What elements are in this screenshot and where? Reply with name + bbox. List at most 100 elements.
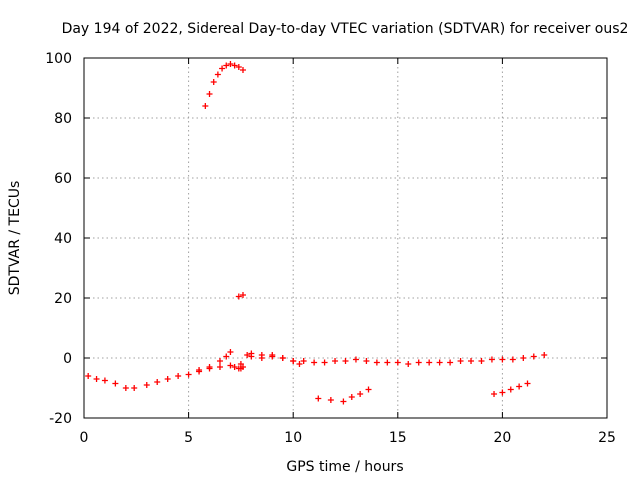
series-scatter-segment — [248, 350, 303, 367]
data-point — [516, 383, 523, 390]
data-point — [196, 367, 203, 373]
data-point — [340, 398, 347, 405]
data-point — [216, 358, 223, 364]
series-lower-segment-2 — [491, 380, 531, 397]
data-point — [315, 395, 322, 402]
x-tick-label: 15 — [389, 430, 407, 446]
data-point — [206, 364, 213, 370]
data-point — [321, 359, 328, 366]
y-tick-labels: -20 0 20 40 60 80 100 — [45, 51, 72, 427]
data-point — [214, 71, 221, 78]
data-point — [235, 64, 242, 70]
data-point — [206, 91, 213, 97]
data-point — [311, 359, 318, 366]
series-lower-segment-1 — [315, 386, 372, 405]
data-point — [394, 359, 401, 366]
data-point — [447, 359, 454, 366]
data-point — [491, 391, 498, 397]
data-point — [219, 65, 226, 72]
data-point — [405, 361, 412, 367]
data-point — [279, 355, 286, 361]
data-point — [131, 385, 138, 391]
data-point — [101, 377, 108, 384]
data-point — [244, 352, 251, 358]
y-axis-label: SDTVAR / TECUs — [7, 181, 23, 296]
data-point — [231, 364, 238, 370]
data-point — [223, 353, 230, 360]
data-point — [223, 62, 230, 69]
data-point — [348, 394, 355, 400]
data-point — [239, 67, 246, 73]
data-point — [499, 389, 506, 396]
x-tick-label: 5 — [184, 430, 193, 446]
data-point — [520, 355, 527, 361]
y-tick-label: -20 — [49, 411, 72, 427]
data-point — [227, 362, 234, 369]
data-point — [93, 376, 100, 382]
data-point — [112, 380, 119, 387]
grid-lines — [84, 58, 607, 418]
data-point — [499, 356, 506, 363]
chart-title: Day 194 of 2022, Sidereal Day-to-day VTE… — [62, 21, 629, 37]
y-tick-label: 40 — [54, 231, 72, 247]
series-secondary-arc — [196, 349, 251, 373]
x-tick-labels: 0 5 10 15 20 25 — [80, 430, 616, 446]
data-point — [507, 386, 514, 393]
axis-ticks — [83, 57, 608, 419]
data-point — [415, 359, 422, 366]
y-tick-label: 0 — [63, 351, 72, 367]
data-point — [239, 364, 246, 370]
data-point — [85, 373, 92, 379]
x-tick-label: 25 — [598, 430, 616, 446]
data-point — [478, 358, 485, 364]
data-point — [185, 371, 192, 378]
data-point — [122, 385, 129, 391]
data-point — [327, 397, 334, 403]
data-point — [300, 358, 307, 364]
x-tick-label: 0 — [80, 430, 89, 446]
data-point — [365, 386, 372, 393]
y-tick-label: 100 — [45, 51, 72, 67]
series-high-arc — [202, 61, 246, 109]
y-tick-label: 80 — [54, 111, 72, 127]
data-point — [290, 358, 297, 364]
data-point — [524, 380, 531, 387]
data-point — [436, 359, 443, 366]
data-point — [332, 358, 339, 364]
data-point — [231, 62, 238, 69]
data-point — [154, 379, 161, 385]
data-point — [530, 353, 537, 360]
data-point — [373, 359, 380, 366]
data-point — [227, 349, 234, 355]
data-point — [363, 358, 370, 364]
data-point — [248, 350, 255, 357]
data-point — [384, 359, 391, 366]
x-axis-label: GPS time / hours — [286, 459, 403, 475]
data-point — [258, 355, 265, 361]
data-point — [210, 79, 217, 85]
y-tick-label: 60 — [54, 171, 72, 187]
series-isolated-points — [235, 292, 246, 300]
data-point — [426, 359, 433, 366]
data-point — [235, 293, 242, 300]
data-point — [164, 376, 171, 382]
data-point — [216, 364, 223, 370]
data-point — [488, 356, 495, 363]
data-point — [352, 356, 359, 363]
y-tick-label: 20 — [54, 291, 72, 307]
data-point — [175, 373, 182, 379]
data-point — [357, 391, 364, 397]
data-point — [202, 103, 209, 109]
data-point — [143, 382, 150, 388]
data-point — [269, 352, 276, 358]
data-point — [468, 358, 475, 364]
data-points — [85, 61, 548, 405]
x-tick-label: 10 — [284, 430, 302, 446]
data-point — [296, 361, 303, 367]
x-tick-label: 20 — [493, 430, 511, 446]
data-point — [239, 292, 246, 298]
data-point — [457, 358, 464, 364]
data-point — [227, 61, 234, 67]
